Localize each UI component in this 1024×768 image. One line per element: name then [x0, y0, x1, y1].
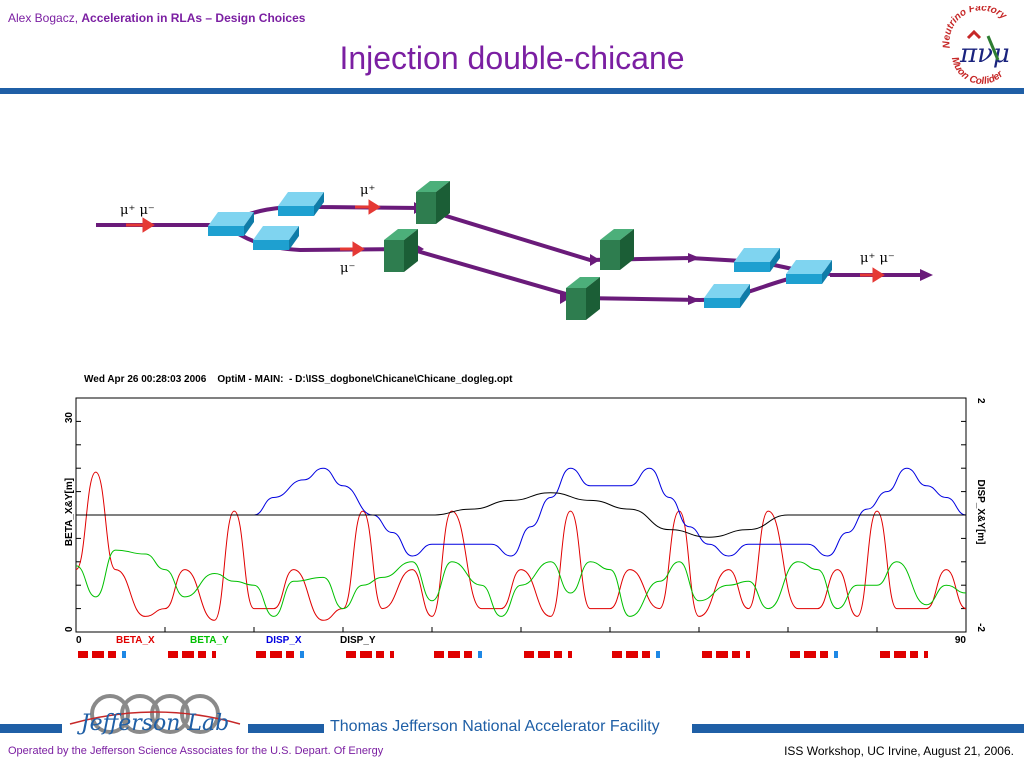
label-in: μ⁺ μ⁻ — [120, 203, 155, 218]
quad-3 — [600, 229, 634, 270]
lattice-element — [360, 651, 372, 658]
lattice-element — [346, 651, 356, 658]
lattice-element — [78, 651, 88, 658]
lattice-element — [924, 651, 928, 658]
lattice-element — [538, 651, 550, 658]
lattice-element — [122, 651, 126, 658]
lattice-element — [524, 651, 534, 658]
dipole-5 — [786, 260, 832, 284]
header-divider — [0, 88, 1024, 94]
lattice-element — [880, 651, 890, 658]
lattice-element — [732, 651, 740, 658]
lattice-element — [448, 651, 460, 658]
y2-axis-label: DISP_X&Y[m] — [975, 479, 986, 544]
footer-bar-right — [692, 724, 1024, 733]
legend-disp-x: DISP_X — [266, 635, 302, 646]
lattice-element — [554, 651, 562, 658]
lattice-element — [702, 651, 712, 658]
neutrino-factory-logo: Neutrino Factory Muon Collider πνμ — [941, 6, 1010, 86]
lattice-element — [464, 651, 472, 658]
y-axis-label: BETA_X&Y[m] — [64, 478, 75, 546]
lattice-element — [894, 651, 906, 658]
quad-1 — [416, 181, 450, 224]
author-name: Alex Bogacz, — [8, 11, 79, 25]
y2-tick-top: 2 — [975, 398, 986, 404]
lattice-element — [820, 651, 828, 658]
label-lower: μ⁻ — [340, 261, 355, 276]
jefferson-lab-logo: Jefferson Lab — [69, 694, 241, 736]
plot-header: Wed Apr 26 00:28:03 2006 OptiM - MAIN: -… — [84, 374, 513, 385]
muon-markers — [126, 199, 885, 283]
y2-tick-bottom: -2 — [975, 623, 986, 632]
dipole-4 — [734, 248, 780, 272]
series-beta-y — [75, 549, 967, 617]
facility-name: Thomas Jefferson National Accelerator Fa… — [330, 718, 660, 735]
lattice-element — [92, 651, 104, 658]
header-author-line: Alex Bogacz, Acceleration in RLAs – Desi… — [8, 11, 305, 25]
dipole-1 — [208, 212, 254, 236]
jlab-logo-text: Jefferson Lab — [77, 711, 229, 736]
lattice-element — [910, 651, 918, 658]
arrow-head-lower-2 — [560, 292, 570, 304]
series-disp-x — [76, 467, 967, 557]
arrow-head-lower-1 — [688, 295, 700, 305]
legend-beta-y: BETA_Y — [190, 635, 229, 646]
lattice-element — [612, 651, 622, 658]
operated-by: Operated by the Jefferson Science Associ… — [8, 745, 384, 757]
label-upper: μ⁺ — [360, 183, 375, 198]
lattice-element — [256, 651, 266, 658]
quad-4 — [566, 277, 600, 320]
lattice-element — [286, 651, 294, 658]
chicane-diagram: μ⁺ μ⁻ μ⁺ μ⁻ μ⁺ μ⁻ — [96, 181, 933, 320]
x-tick-right: 90 — [955, 635, 967, 646]
legend-beta-x: BETA_X — [116, 635, 155, 646]
lattice-element — [790, 651, 800, 658]
lattice-element — [376, 651, 384, 658]
y-tick-bottom: 0 — [64, 626, 75, 632]
lattice-element — [478, 651, 482, 658]
lattice-element-strip — [78, 651, 928, 658]
plot-series — [75, 467, 967, 621]
footer-bar-left — [0, 724, 62, 733]
event-info: ISS Workshop, UC Irvine, August 21, 2006… — [784, 744, 1014, 758]
lattice-element — [212, 651, 216, 658]
lattice-element — [642, 651, 650, 658]
lattice-element — [716, 651, 728, 658]
dipole-3 — [253, 226, 299, 250]
lattice-element — [568, 651, 572, 658]
x-tick-left: 0 — [76, 635, 82, 646]
lattice-element — [434, 651, 444, 658]
slide-title: Injection double-chicane — [339, 40, 685, 76]
lattice-element — [834, 651, 838, 658]
dipole-6 — [704, 284, 750, 308]
dipole-2 — [278, 192, 324, 216]
lattice-element — [746, 651, 750, 658]
dipole-magnets — [208, 192, 832, 308]
lattice-element — [656, 651, 660, 658]
series-disp-y — [76, 492, 966, 538]
lattice-element — [182, 651, 194, 658]
legend-disp-y: DISP_Y — [340, 635, 376, 646]
lattice-element — [270, 651, 282, 658]
footer-bar-middle — [248, 724, 324, 733]
talk-title: Acceleration in RLAs – Design Choices — [81, 11, 306, 25]
quad-2 — [384, 229, 418, 272]
lattice-element — [804, 651, 816, 658]
lattice-element — [108, 651, 116, 658]
arrow-head-upper-1 — [688, 253, 700, 263]
lattice-element — [390, 651, 394, 658]
lattice-element — [626, 651, 638, 658]
lattice-element — [168, 651, 178, 658]
label-out: μ⁺ μ⁻ — [860, 251, 895, 266]
arrow-head-out — [920, 269, 933, 281]
lattice-element — [300, 651, 304, 658]
arrow-head-upper-2 — [590, 254, 600, 266]
series-beta-x — [75, 471, 967, 621]
y-tick-top: 30 — [64, 412, 75, 424]
logo-glyph: πνμ — [959, 39, 1010, 69]
optics-plot: 30 0 BETA_X&Y[m] 2 -2 DISP_X&Y[m] 0 90 B… — [64, 397, 986, 658]
lattice-element — [198, 651, 206, 658]
quadrupole-magnets — [384, 181, 634, 320]
